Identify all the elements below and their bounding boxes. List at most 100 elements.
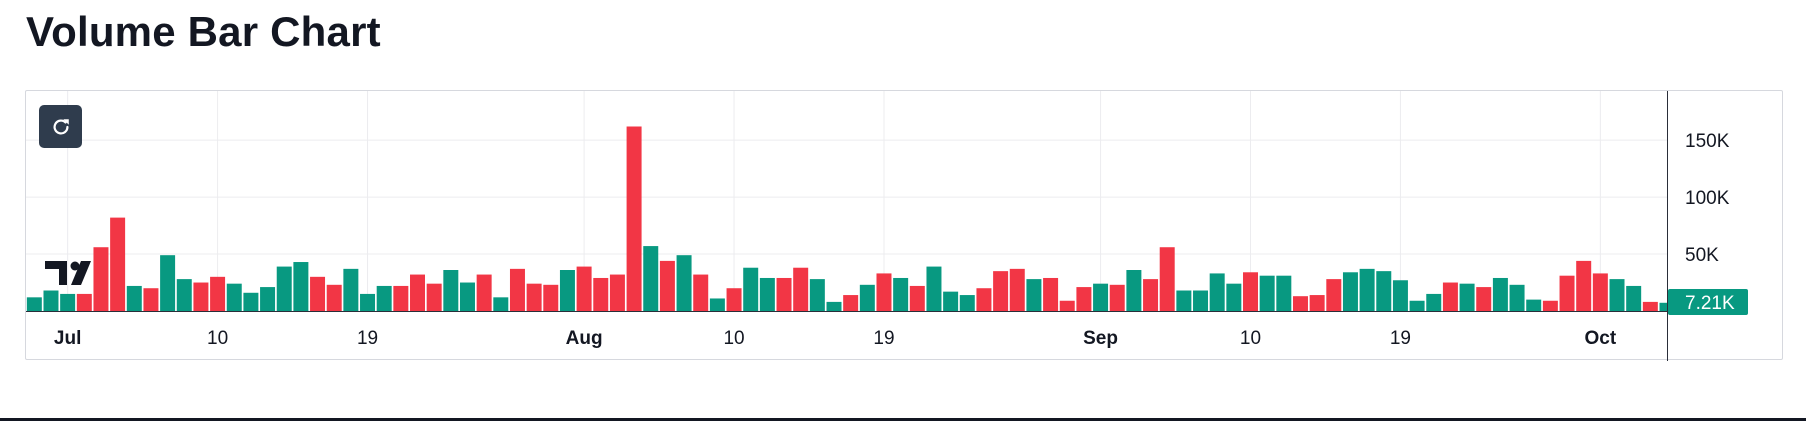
- volume-bar: [743, 267, 759, 311]
- volume-bar: [826, 301, 842, 311]
- volume-bar: [593, 277, 609, 311]
- volume-bar: [1043, 277, 1059, 311]
- volume-bar: [876, 273, 892, 311]
- volume-bar: [609, 274, 625, 311]
- x-tick-label: 19: [357, 328, 378, 349]
- volume-bar: [626, 126, 642, 311]
- volume-bar: [60, 293, 76, 311]
- grid-lines: [26, 91, 1667, 311]
- axis-labels: 50K 100K 150K Jul 10 19 Aug 10 19 Sep 10 19 Oct 7.21K: [54, 131, 1748, 349]
- volume-bar: [210, 276, 226, 311]
- volume-bar: [43, 290, 59, 311]
- volume-bar: [543, 284, 559, 311]
- volume-bar: [793, 267, 809, 311]
- volume-bar: [926, 266, 942, 311]
- x-tick-label: 10: [207, 328, 228, 349]
- volume-bar: [726, 288, 742, 311]
- volume-bar: [393, 285, 409, 311]
- volume-chart[interactable]: 50K 100K 150K Jul 10 19 Aug 10 19 Sep 10 19 Oct 7.21K: [26, 91, 1784, 361]
- volume-bar: [93, 247, 109, 311]
- volume-bar: [1426, 293, 1442, 311]
- volume-bar: [243, 292, 259, 311]
- last-value-badge: 7.21K: [1668, 289, 1748, 315]
- volume-bar: [709, 298, 725, 311]
- volume-bar: [443, 270, 459, 311]
- volume-bar: [1592, 273, 1608, 311]
- volume-bar: [1559, 275, 1575, 311]
- volume-bar: [1659, 302, 1675, 311]
- volume-bar: [76, 293, 92, 311]
- volume-bar: [376, 285, 392, 311]
- volume-bar: [943, 291, 959, 311]
- y-tick-label: 50K: [1685, 245, 1719, 266]
- volume-bar: [1243, 272, 1258, 311]
- volume-bar: [1359, 268, 1375, 311]
- volume-bar: [459, 282, 475, 311]
- volume-bar: [1109, 284, 1125, 311]
- x-tick-label: Aug: [566, 328, 603, 349]
- volume-bar: [843, 295, 859, 311]
- volume-bar: [993, 271, 1009, 311]
- volume-bar: [1509, 284, 1525, 311]
- volume-bar: [226, 283, 242, 311]
- volume-bar: [1326, 279, 1342, 311]
- volume-bars: [26, 126, 1675, 311]
- volume-bar: [1076, 287, 1092, 311]
- volume-bar: [1442, 282, 1458, 311]
- reset-chart-button[interactable]: [39, 105, 82, 148]
- x-tick-label: Jul: [54, 328, 81, 349]
- volume-bar: [676, 255, 692, 311]
- volume-bar: [293, 262, 309, 311]
- volume-bar: [1409, 300, 1425, 311]
- volume-bar: [1492, 277, 1508, 311]
- volume-bar: [1376, 271, 1392, 311]
- footer-divider: [0, 418, 1806, 421]
- volume-bar: [1609, 279, 1625, 311]
- volume-bar: [1542, 300, 1558, 311]
- volume-bar: [1259, 275, 1275, 311]
- volume-bar: [26, 297, 42, 311]
- volume-bar: [1476, 287, 1492, 311]
- volume-bar: [1459, 283, 1475, 311]
- volume-bar: [1626, 285, 1642, 311]
- y-tick-label: 100K: [1685, 188, 1730, 209]
- volume-bar: [160, 255, 176, 311]
- volume-bar: [643, 246, 659, 311]
- volume-bar: [526, 283, 542, 311]
- volume-bar: [693, 274, 709, 311]
- x-tick-label: 10: [723, 328, 744, 349]
- refresh-icon: [53, 118, 69, 135]
- volume-bar: [360, 293, 376, 311]
- tradingview-logo[interactable]: [45, 261, 91, 285]
- x-tick-label: 19: [1390, 328, 1411, 349]
- volume-bar: [1009, 268, 1025, 311]
- volume-bar: [1309, 295, 1325, 311]
- volume-bar: [310, 276, 326, 311]
- volume-bar: [1209, 273, 1225, 311]
- volume-bar: [126, 285, 142, 311]
- volume-bar: [809, 279, 825, 311]
- volume-bar: [343, 268, 359, 311]
- volume-bar: [1642, 301, 1658, 311]
- volume-bar: [1342, 272, 1358, 311]
- volume-bar: [1526, 299, 1542, 311]
- volume-bar: [176, 279, 192, 311]
- volume-chart-panel[interactable]: 50K 100K 150K Jul 10 19 Aug 10 19 Sep 10 19 Oct 7.21K: [25, 90, 1784, 361]
- volume-bar: [426, 283, 442, 311]
- volume-bar: [859, 284, 875, 311]
- volume-bar: [1226, 283, 1242, 311]
- volume-bar: [1059, 300, 1075, 311]
- last-value-badge-bg: [1668, 289, 1748, 315]
- volume-bar: [659, 260, 675, 311]
- y-tick-label: 150K: [1685, 131, 1730, 152]
- page-title: Volume Bar Chart: [26, 8, 381, 55]
- volume-bar: [576, 266, 592, 311]
- volume-bar: [1143, 279, 1159, 311]
- volume-bar: [893, 277, 909, 311]
- volume-bar: [276, 266, 292, 311]
- volume-bar: [759, 277, 775, 311]
- volume-bar: [410, 274, 425, 311]
- volume-bar: [1126, 270, 1142, 311]
- volume-bar: [1176, 290, 1192, 311]
- volume-bar: [1026, 279, 1042, 311]
